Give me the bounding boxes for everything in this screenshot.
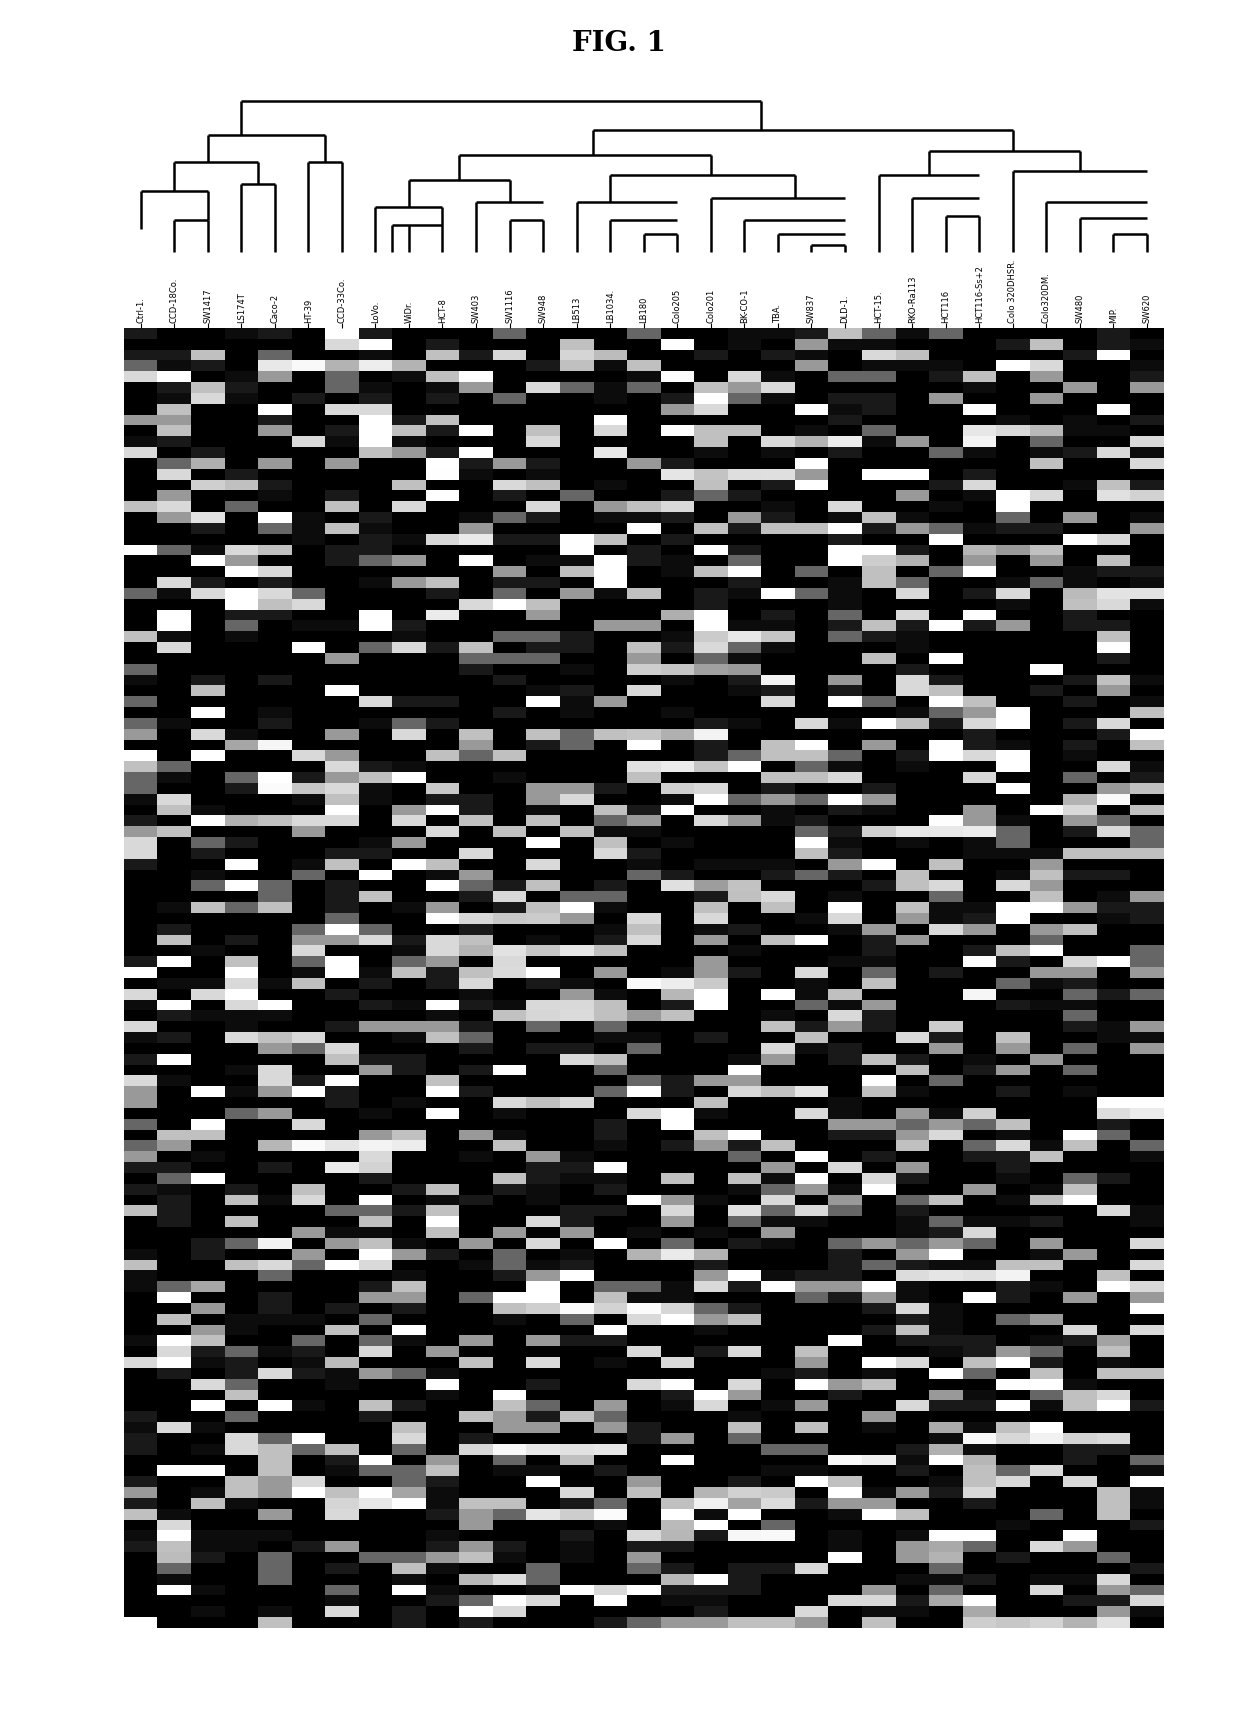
Text: FIG. 1: FIG. 1	[572, 29, 666, 57]
